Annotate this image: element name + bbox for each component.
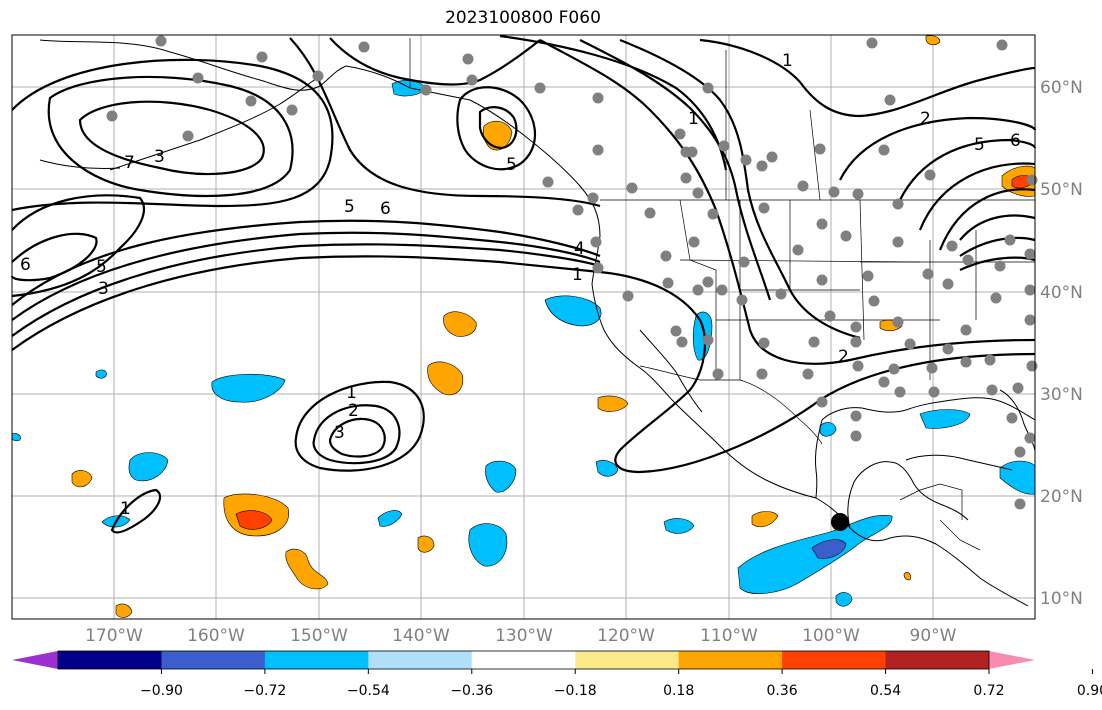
station-dots xyxy=(106,35,1038,510)
contour-label: 4 xyxy=(574,239,585,259)
map-frame xyxy=(11,34,1036,620)
contour-lines xyxy=(10,34,1037,534)
lon-label: 140°W xyxy=(392,626,450,646)
gridlines xyxy=(12,35,1035,619)
colorbar-high-extension xyxy=(989,651,1035,669)
shaded-regions xyxy=(11,35,1036,618)
lon-label: 110°W xyxy=(700,626,758,646)
lat-label: 20°N xyxy=(1040,487,1083,507)
contour-label: 5 xyxy=(96,257,107,277)
contour-label: 6 xyxy=(20,255,31,275)
colorbar-tick-label: 0.36 xyxy=(767,683,798,699)
colorbar-segment xyxy=(368,651,473,669)
lat-label: 50°N xyxy=(1040,180,1083,200)
colorbar-segment xyxy=(678,651,783,669)
colorbar-tick-label: −0.36 xyxy=(450,683,493,699)
lon-label: 150°W xyxy=(290,626,348,646)
longitude-labels: 170°W 160°W 150°W 140°W 130°W 120°W 110°… xyxy=(85,626,957,646)
contour-label: 2 xyxy=(920,109,931,129)
contour-label: 3 xyxy=(334,423,345,443)
colorbar-segment xyxy=(264,651,369,669)
contour-label: 6 xyxy=(1010,131,1021,151)
lon-label: 160°W xyxy=(187,626,245,646)
colorbar-segment xyxy=(161,651,266,669)
colorbar-tick-label: −0.72 xyxy=(243,683,286,699)
lon-label: 100°W xyxy=(802,626,860,646)
lon-label: 90°W xyxy=(910,626,957,646)
lon-label: 130°W xyxy=(495,626,553,646)
contour-label: 2 xyxy=(838,347,849,367)
colorbar-segment xyxy=(885,651,990,669)
colorbar-segment xyxy=(575,651,680,669)
colorbar-low-extension xyxy=(12,651,58,669)
map-title: 2023100800 F060 xyxy=(445,8,601,28)
lat-label: 40°N xyxy=(1040,283,1083,303)
contour-label: 1 xyxy=(782,51,793,71)
lat-label: 30°N xyxy=(1040,385,1083,405)
contour-label: 5 xyxy=(974,135,985,155)
colorbar-tick-label: 0.90 xyxy=(1077,683,1102,699)
contour-label: 1 xyxy=(688,109,699,129)
contour-label: 1 xyxy=(346,383,357,403)
contour-label: 5 xyxy=(506,155,517,175)
contour-label: 7 xyxy=(124,153,135,173)
contour-label: 1 xyxy=(120,499,131,519)
contour-label: 6 xyxy=(380,199,391,219)
lat-label: 10°N xyxy=(1040,589,1083,609)
colorbar-tick-label: 0.54 xyxy=(870,683,901,699)
colorbar-tick-label: −0.90 xyxy=(140,683,183,699)
colorbar: −0.90 −0.72 −0.54 −0.36 −0.18 0.18 0.36 0.54 0.7… xyxy=(12,650,1102,699)
lon-label: 170°W xyxy=(85,626,143,646)
contour-labels: 1 4 5 6 1 7 3 6 5 3 1 2 3 1 1 2 5 6 5 2 xyxy=(20,51,1021,519)
colorbar-tick-label: −0.18 xyxy=(554,683,597,699)
lat-label: 60°N xyxy=(1040,78,1083,98)
colorbar-segment xyxy=(58,651,162,669)
colorbar-segment xyxy=(471,651,576,669)
contour-label: 1 xyxy=(572,265,583,285)
latitude-labels: 60°N 50°N 40°N 30°N 20°N 10°N xyxy=(1040,78,1083,609)
colorbar-tick-label: −0.54 xyxy=(347,683,390,699)
colorbar-tick-label: 0.72 xyxy=(973,683,1004,699)
contour-label: 5 xyxy=(344,197,355,217)
colorbar-segment xyxy=(782,651,887,669)
contour-label: 3 xyxy=(154,147,165,167)
contour-label: 3 xyxy=(98,279,109,299)
lon-label: 120°W xyxy=(597,626,655,646)
colorbar-tick-label: 0.18 xyxy=(663,683,694,699)
storm-center-marker xyxy=(831,513,849,531)
contour-label: 2 xyxy=(348,401,359,421)
